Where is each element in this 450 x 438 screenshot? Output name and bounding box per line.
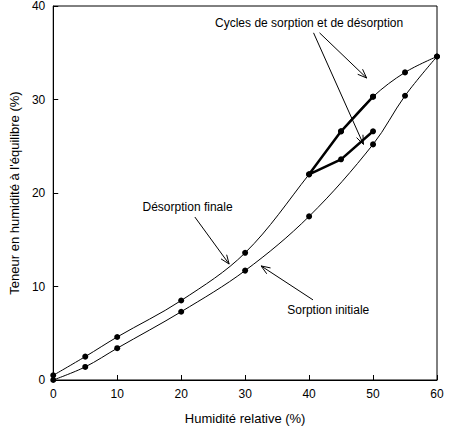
svg-text:20: 20 <box>32 186 46 200</box>
svg-text:Teneur en humidité à l'équilib: Teneur en humidité à l'équilibre (%) <box>7 91 22 294</box>
svg-text:20: 20 <box>174 387 188 401</box>
svg-text:50: 50 <box>366 387 380 401</box>
svg-text:0: 0 <box>39 373 46 387</box>
svg-text:Désorption finale: Désorption finale <box>143 200 233 214</box>
svg-text:10: 10 <box>111 387 125 401</box>
svg-text:0: 0 <box>50 387 57 401</box>
svg-text:30: 30 <box>238 387 252 401</box>
svg-text:10: 10 <box>32 280 46 294</box>
svg-text:Sorption initiale: Sorption initiale <box>287 303 369 317</box>
svg-text:30: 30 <box>32 93 46 107</box>
svg-text:Cycles de sorption et de désor: Cycles de sorption et de désorption <box>215 16 403 30</box>
svg-text:40: 40 <box>302 387 316 401</box>
svg-text:Humidité relative (%): Humidité relative (%) <box>185 411 306 426</box>
svg-text:60: 60 <box>430 387 444 401</box>
svg-text:40: 40 <box>32 0 46 13</box>
